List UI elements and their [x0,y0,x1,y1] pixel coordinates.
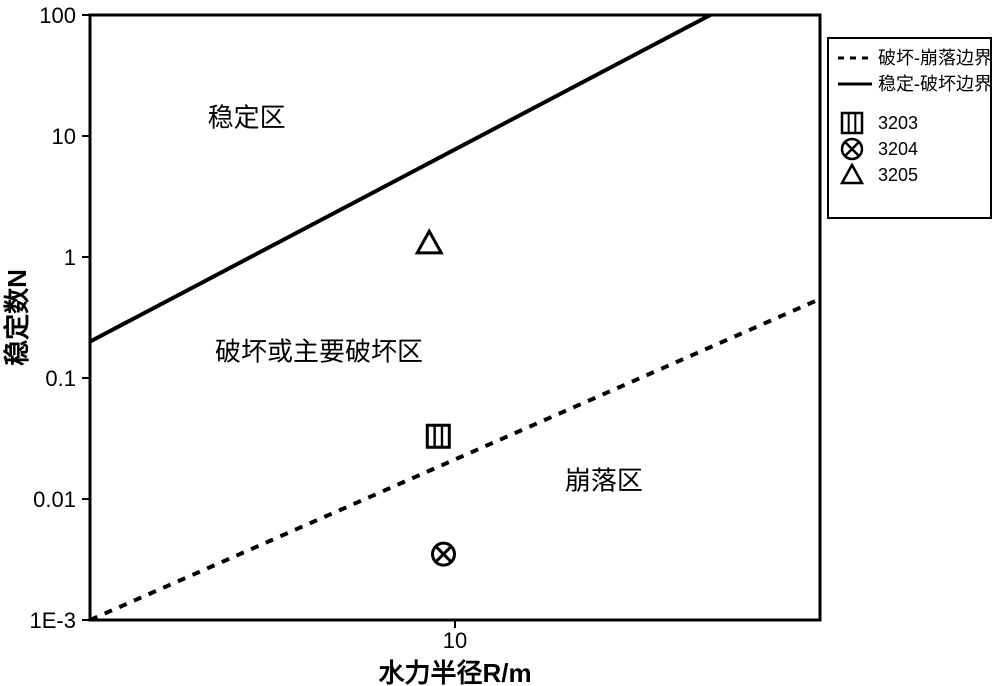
y-axis-label: 稳定数N [2,269,32,366]
legend-label: 破坏-崩落边界 [878,48,992,68]
legend-label: 稳定-破坏边界 [878,74,992,94]
y-tick-label: 1E-3 [30,608,76,633]
legend: 破坏-崩落边界稳定-破坏边界 3203 3204 3205 [828,38,992,218]
y-tick-label: 10 [52,124,76,149]
stability-chart: 1E-3 0.01 0.1 1 10 100 10 水力半径R/m 稳定数N 稳定区破坏或主要破坏… [0,0,1000,686]
y-tick-label: 0.1 [45,366,76,391]
chart-svg: 1E-3 0.01 0.1 1 10 100 10 水力半径R/m 稳定数N 稳定区破坏或主要破坏… [0,0,1000,686]
y-tick-label: 1 [64,245,76,270]
legend-label: 3205 [878,165,918,185]
caving-zone: 崩落区 [565,465,643,495]
y-tick-label: 0.01 [33,487,76,512]
damage-zone: 破坏或主要破坏区 [215,336,423,366]
legend-label: 3203 [878,113,918,133]
legend-label: 3204 [878,139,918,159]
stable-zone: 稳定区 [208,102,286,132]
y-tick-label: 100 [39,3,76,28]
x-axis-label: 水力半径R/m [378,658,531,686]
x-tick-label: 10 [443,628,467,653]
